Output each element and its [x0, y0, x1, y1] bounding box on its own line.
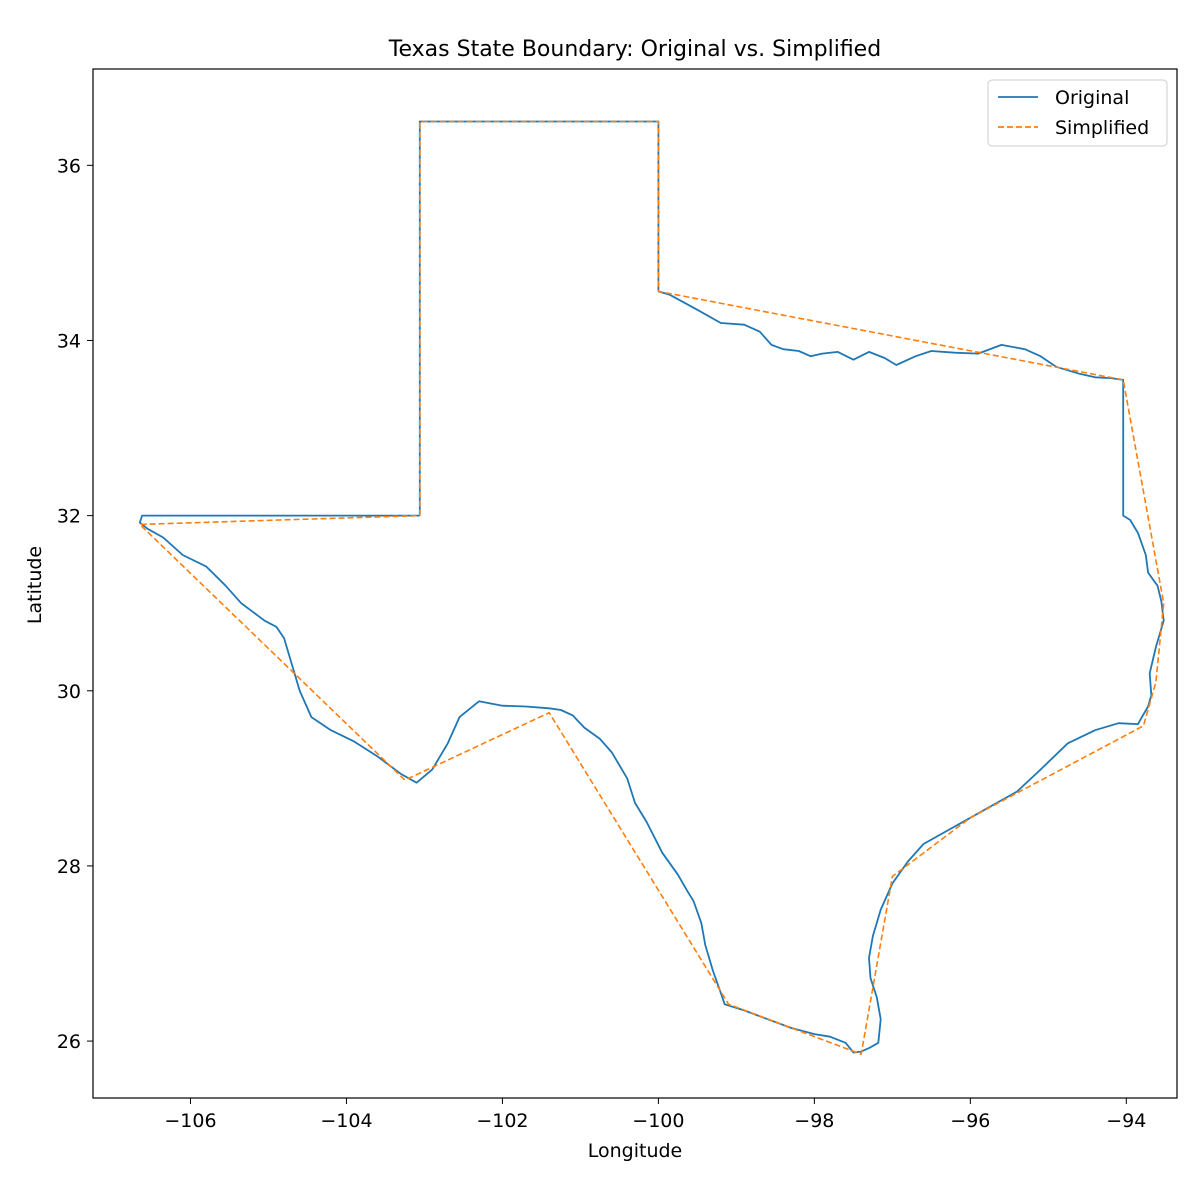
y-tick-label: 36 [57, 155, 81, 177]
y-tick-label: 30 [57, 681, 81, 703]
legend-label-original: Original [1055, 87, 1129, 109]
y-axis: 26 28 30 32 34 36 [57, 155, 93, 1053]
y-axis-label: Latitude [24, 546, 46, 624]
x-tick-label: −102 [476, 1110, 528, 1132]
axes-frame [92, 68, 1178, 1099]
legend: Original Simplified [987, 79, 1168, 147]
y-tick-label: 34 [57, 330, 81, 352]
x-tick-label: −94 [1106, 1110, 1146, 1132]
series-simplified-line [139, 120, 1165, 1055]
series-original-line [138, 120, 1165, 1054]
plot-area [138, 120, 1165, 1055]
x-tick-label: −104 [320, 1110, 372, 1132]
legend-label-simplified: Simplified [1055, 117, 1149, 139]
x-tick-label: −106 [164, 1110, 216, 1132]
x-axis-label: Longitude [588, 1140, 683, 1162]
x-tick-label: −100 [632, 1110, 684, 1132]
y-tick-label: 28 [57, 856, 81, 878]
x-tick-label: −98 [794, 1110, 834, 1132]
x-axis: −106 −104 −102 −100 −98 −96 −94 [164, 1098, 1146, 1132]
x-tick-label: −96 [950, 1110, 990, 1132]
y-tick-label: 32 [57, 506, 81, 528]
chart-title: Texas State Boundary: Original vs. Simpl… [388, 37, 881, 62]
y-tick-label: 26 [57, 1031, 81, 1053]
